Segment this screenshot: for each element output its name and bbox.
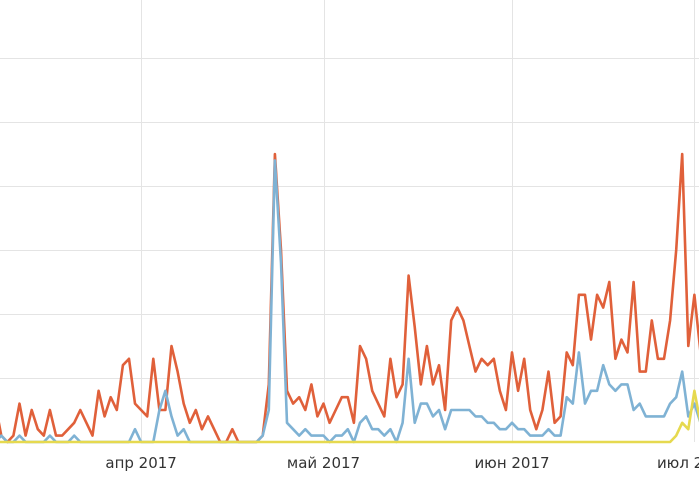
x-axis: 2017 апр 2017 май 2017 июн 2017 июл 2017 (105, 454, 699, 472)
series-line-yellow (0, 389, 699, 444)
series-line-blue (0, 159, 699, 444)
series-line-red (0, 152, 699, 444)
x-tick-label: май 2017 (287, 454, 360, 472)
x-tick-label: апр 2017 (105, 454, 176, 472)
x-tick-label: июн 2017 (474, 454, 549, 472)
x-tick-label: июл 2017 (657, 454, 699, 472)
vertical-gridlines (141, 0, 695, 442)
series-lines (0, 152, 699, 444)
